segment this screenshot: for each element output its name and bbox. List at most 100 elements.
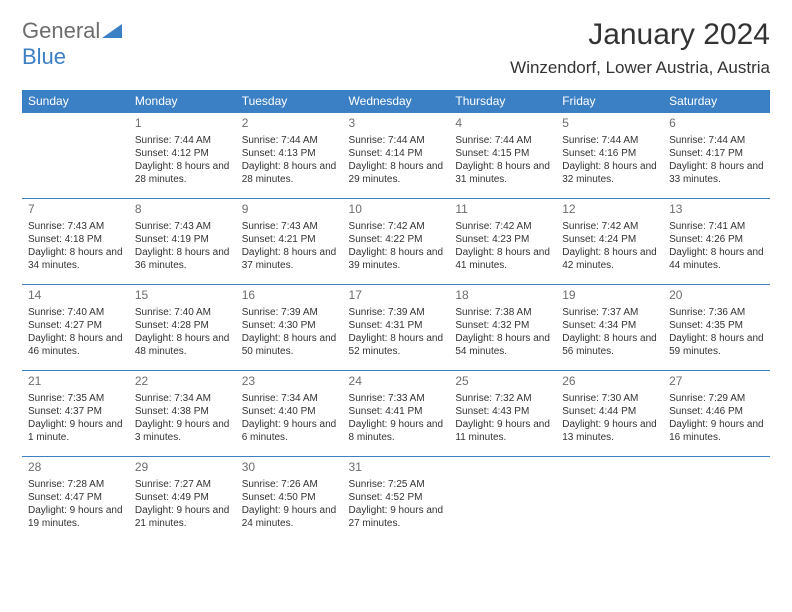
day-header: Friday — [556, 90, 663, 113]
calendar-cell — [663, 457, 770, 543]
calendar-cell: 13Sunrise: 7:41 AMSunset: 4:26 PMDayligh… — [663, 199, 770, 285]
calendar-cell: 26Sunrise: 7:30 AMSunset: 4:44 PMDayligh… — [556, 371, 663, 457]
sunrise-line: Sunrise: 7:43 AM — [242, 220, 337, 233]
logo-triangle-icon — [102, 24, 122, 38]
calendar-week-row: 7Sunrise: 7:43 AMSunset: 4:18 PMDaylight… — [22, 199, 770, 285]
calendar-cell: 9Sunrise: 7:43 AMSunset: 4:21 PMDaylight… — [236, 199, 343, 285]
sunrise-line: Sunrise: 7:29 AM — [669, 392, 764, 405]
daylight-line: Daylight: 8 hours and 39 minutes. — [349, 246, 444, 272]
sunrise-line: Sunrise: 7:44 AM — [562, 134, 657, 147]
day-number: 3 — [349, 116, 444, 132]
logo-part2: Blue — [22, 44, 66, 69]
calendar-cell: 25Sunrise: 7:32 AMSunset: 4:43 PMDayligh… — [449, 371, 556, 457]
daylight-line: Daylight: 8 hours and 42 minutes. — [562, 246, 657, 272]
calendar-cell: 15Sunrise: 7:40 AMSunset: 4:28 PMDayligh… — [129, 285, 236, 371]
daylight-line: Daylight: 8 hours and 34 minutes. — [28, 246, 123, 272]
sunrise-line: Sunrise: 7:40 AM — [28, 306, 123, 319]
calendar-cell — [22, 113, 129, 199]
daylight-line: Daylight: 8 hours and 52 minutes. — [349, 332, 444, 358]
day-number: 8 — [135, 202, 230, 218]
day-header: Thursday — [449, 90, 556, 113]
sunrise-line: Sunrise: 7:36 AM — [669, 306, 764, 319]
daylight-line: Daylight: 9 hours and 27 minutes. — [349, 504, 444, 530]
day-number: 25 — [455, 374, 550, 390]
sunrise-line: Sunrise: 7:44 AM — [242, 134, 337, 147]
day-number: 7 — [28, 202, 123, 218]
calendar-cell: 20 Sunrise: 7:36 AMSunset: 4:35 PMDayligh… — [663, 285, 770, 371]
sunset-line: Sunset: 4:27 PM — [28, 319, 123, 332]
daylight-line: Daylight: 9 hours and 19 minutes. — [28, 504, 123, 530]
day-number: 20 — [669, 288, 764, 304]
day-number: 4 — [455, 116, 550, 132]
sunrise-line: Sunrise: 7:38 AM — [455, 306, 550, 319]
sunset-line: Sunset: 4:40 PM — [242, 405, 337, 418]
calendar-cell: 16 Sunrise: 7:39 AMSunset: 4:30 PMDayligh… — [236, 285, 343, 371]
daylight-line: Daylight: 9 hours and 8 minutes. — [349, 418, 444, 444]
sunrise-line: Sunrise: 7:26 AM — [242, 478, 337, 491]
daylight-line: Daylight: 8 hours and 41 minutes. — [455, 246, 550, 272]
sunrise-line: Sunrise: 7:42 AM — [562, 220, 657, 233]
sunrise-line: Sunrise: 7:44 AM — [455, 134, 550, 147]
daylight-line: Daylight: 8 hours and 48 minutes. — [135, 332, 230, 358]
day-number: 11 — [455, 202, 550, 218]
calendar-cell: 31Sunrise: 7:25 AMSunset: 4:52 PMDayligh… — [343, 457, 450, 543]
calendar-cell: 24Sunrise: 7:33 AMSunset: 4:41 PMDayligh… — [343, 371, 450, 457]
day-number: 12 — [562, 202, 657, 218]
daylight-line: Daylight: 9 hours and 6 minutes. — [242, 418, 337, 444]
daylight-line: Daylight: 9 hours and 1 minute. — [28, 418, 123, 444]
sunrise-line: Sunrise: 7:33 AM — [349, 392, 444, 405]
sunset-line: Sunset: 4:22 PM — [349, 233, 444, 246]
day-number: 14 — [28, 288, 123, 304]
calendar-week-row: 28Sunrise: 7:28 AMSunset: 4:47 PMDayligh… — [22, 457, 770, 543]
sunrise-line: Sunrise: 7:30 AM — [562, 392, 657, 405]
location: Winzendorf, Lower Austria, Austria — [510, 58, 770, 78]
calendar-cell: 14Sunrise: 7:40 AMSunset: 4:27 PMDayligh… — [22, 285, 129, 371]
sunrise-line: Sunrise: 7:39 AM — [242, 306, 337, 319]
logo-text: General Blue — [22, 18, 122, 70]
sunset-line: Sunset: 4:35 PM — [669, 319, 764, 332]
day-number: 16 — [242, 288, 337, 304]
sunset-line: Sunset: 4:18 PM — [28, 233, 123, 246]
calendar-table: Sunday Monday Tuesday Wednesday Thursday… — [22, 90, 770, 543]
calendar-cell: 4 Sunrise: 7:44 AMSunset: 4:15 PMDaylight… — [449, 113, 556, 199]
sunrise-line: Sunrise: 7:44 AM — [349, 134, 444, 147]
sunset-line: Sunset: 4:50 PM — [242, 491, 337, 504]
sunset-line: Sunset: 4:52 PM — [349, 491, 444, 504]
sunrise-line: Sunrise: 7:41 AM — [669, 220, 764, 233]
day-number: 28 — [28, 460, 123, 476]
day-header: Monday — [129, 90, 236, 113]
sunset-line: Sunset: 4:44 PM — [562, 405, 657, 418]
sunset-line: Sunset: 4:31 PM — [349, 319, 444, 332]
daylight-line: Daylight: 8 hours and 59 minutes. — [669, 332, 764, 358]
daylight-line: Daylight: 8 hours and 50 minutes. — [242, 332, 337, 358]
sunrise-line: Sunrise: 7:28 AM — [28, 478, 123, 491]
day-number: 21 — [28, 374, 123, 390]
day-number: 6 — [669, 116, 764, 132]
calendar-cell: 21Sunrise: 7:35 AMSunset: 4:37 PMDayligh… — [22, 371, 129, 457]
calendar-cell: 27Sunrise: 7:29 AMSunset: 4:46 PMDayligh… — [663, 371, 770, 457]
calendar-cell: 29Sunrise: 7:27 AMSunset: 4:49 PMDayligh… — [129, 457, 236, 543]
sunset-line: Sunset: 4:26 PM — [669, 233, 764, 246]
calendar-week-row: 1Sunrise: 7:44 AMSunset: 4:12 PMDaylight… — [22, 113, 770, 199]
calendar-cell — [449, 457, 556, 543]
sunset-line: Sunset: 4:32 PM — [455, 319, 550, 332]
sunrise-line: Sunrise: 7:43 AM — [28, 220, 123, 233]
day-number: 27 — [669, 374, 764, 390]
day-number: 23 — [242, 374, 337, 390]
sunset-line: Sunset: 4:38 PM — [135, 405, 230, 418]
sunset-line: Sunset: 4:34 PM — [562, 319, 657, 332]
day-number: 17 — [349, 288, 444, 304]
sunset-line: Sunset: 4:30 PM — [242, 319, 337, 332]
daylight-line: Daylight: 8 hours and 33 minutes. — [669, 160, 764, 186]
sunset-line: Sunset: 4:15 PM — [455, 147, 550, 160]
day-number: 31 — [349, 460, 444, 476]
day-number: 18 — [455, 288, 550, 304]
daylight-line: Daylight: 8 hours and 36 minutes. — [135, 246, 230, 272]
daylight-line: Daylight: 8 hours and 31 minutes. — [455, 160, 550, 186]
day-number: 13 — [669, 202, 764, 218]
day-number: 10 — [349, 202, 444, 218]
sunset-line: Sunset: 4:41 PM — [349, 405, 444, 418]
sunset-line: Sunset: 4:12 PM — [135, 147, 230, 160]
calendar-cell: 22Sunrise: 7:34 AMSunset: 4:38 PMDayligh… — [129, 371, 236, 457]
calendar-cell: 28Sunrise: 7:28 AMSunset: 4:47 PMDayligh… — [22, 457, 129, 543]
